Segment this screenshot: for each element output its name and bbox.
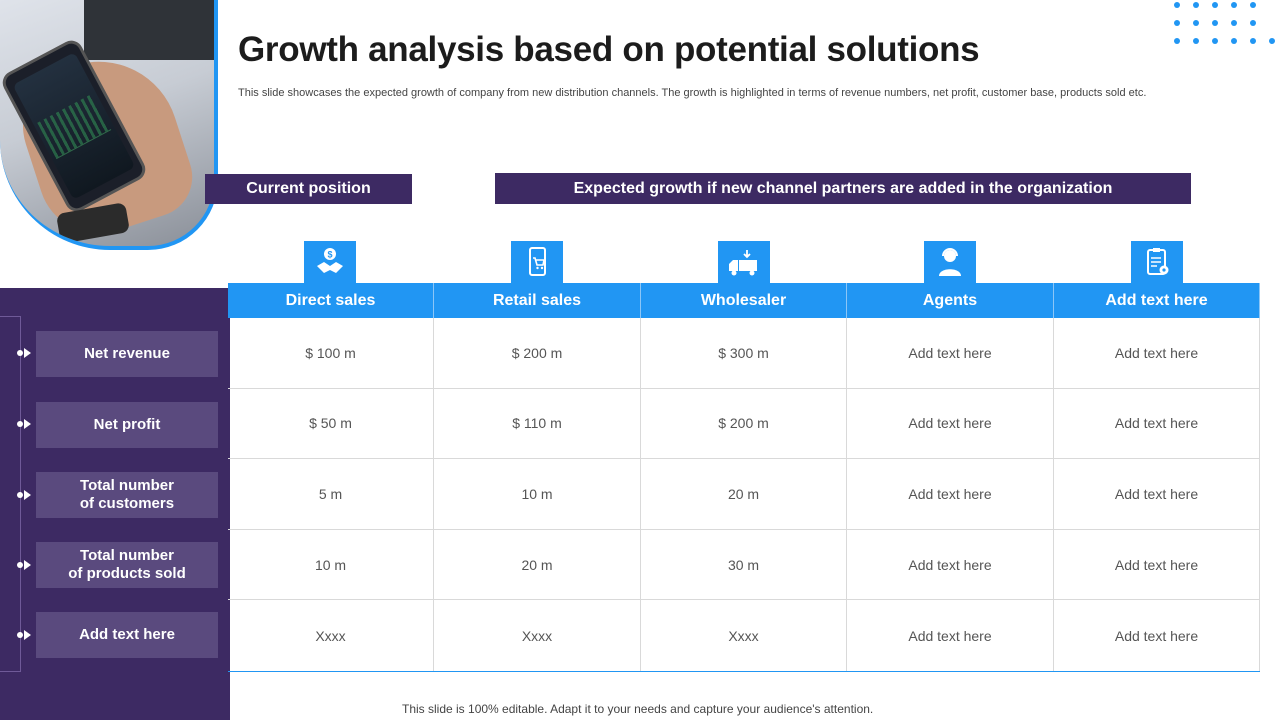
clipboard-gear-icon: [1131, 241, 1183, 283]
table-cell: Add text here: [1054, 529, 1260, 601]
table-cell: Add text here: [1054, 388, 1260, 460]
table-cell: Xxxx: [641, 600, 847, 671]
page-title: Growth analysis based on potential solut…: [238, 30, 980, 69]
row-label-net-revenue: Net revenue: [36, 331, 218, 377]
table-cell: Xxxx: [228, 600, 434, 671]
phone-trading-photo: [0, 0, 218, 250]
table-cell: 30 m: [641, 529, 847, 601]
column-header: Retail sales: [434, 283, 641, 318]
table-cell: Add text here: [847, 529, 1054, 601]
page-subtitle: This slide showcases the expected growth…: [238, 87, 1147, 99]
table-cell: 20 m: [641, 459, 847, 530]
table-cell: Add text here: [1054, 600, 1260, 671]
table-cell: 10 m: [228, 529, 434, 601]
table-cell: $ 200 m: [641, 388, 847, 460]
svg-text:$: $: [327, 250, 332, 260]
column-header: Direct sales: [228, 283, 434, 318]
growth-table: Direct sales Retail sales Wholesaler Age…: [228, 283, 1260, 672]
row-label-add-text: Add text here: [36, 612, 218, 658]
connector-tick: [0, 316, 20, 317]
dot-pattern-decoration: [1170, 0, 1280, 50]
table-cell: Add text here: [847, 318, 1054, 389]
table-cell: 10 m: [434, 459, 641, 530]
table-cell: Add text here: [847, 459, 1054, 530]
arrow-right-icon: [17, 348, 31, 358]
agent-person-icon: [924, 241, 976, 283]
row-label-total-products: Total number of products sold: [36, 542, 218, 588]
column-header: Agents: [847, 283, 1054, 318]
table-cell: $ 50 m: [228, 388, 434, 460]
current-position-banner: Current position: [205, 174, 412, 204]
table-cell: Add text here: [847, 388, 1054, 460]
table-cell: 20 m: [434, 529, 641, 601]
expected-growth-banner: Expected growth if new channel partners …: [495, 173, 1191, 204]
arrow-right-icon: [17, 560, 31, 570]
column-header: Add text here: [1054, 283, 1260, 318]
row-label-total-customers: Total number of customers: [36, 472, 218, 518]
row-label-net-profit: Net profit: [36, 402, 218, 448]
mobile-shopping-cart-icon: [511, 241, 563, 283]
table-cell: $ 100 m: [228, 318, 434, 389]
arrow-right-icon: [17, 630, 31, 640]
table-cell: Add text here: [847, 600, 1054, 671]
table-cell: $ 300 m: [641, 318, 847, 389]
table-cell: Xxxx: [434, 600, 641, 671]
table-cell: Add text here: [1054, 318, 1260, 389]
column-header: Wholesaler: [641, 283, 847, 318]
arrow-right-icon: [17, 490, 31, 500]
table-cell: Add text here: [1054, 459, 1260, 530]
handshake-dollar-icon: $: [304, 241, 356, 283]
table-cell: $ 110 m: [434, 388, 641, 460]
table-cell: 5 m: [228, 459, 434, 530]
footer-note: This slide is 100% editable. Adapt it to…: [402, 702, 874, 716]
arrow-right-icon: [17, 419, 31, 429]
connector-tick: [0, 671, 20, 672]
table-cell: $ 200 m: [434, 318, 641, 389]
delivery-truck-icon: [718, 241, 770, 283]
